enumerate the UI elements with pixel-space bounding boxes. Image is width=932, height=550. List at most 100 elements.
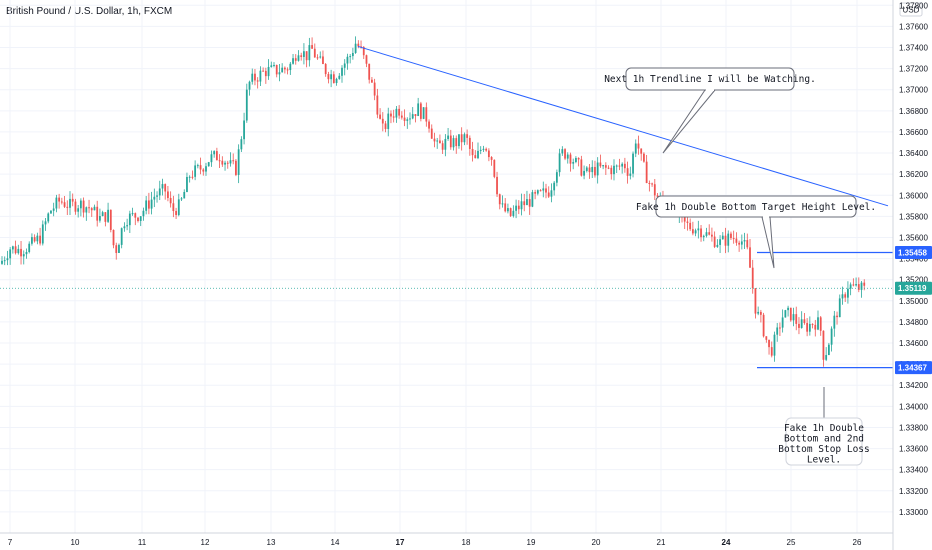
candle-body xyxy=(550,190,553,197)
candle-body xyxy=(50,210,52,214)
candle xyxy=(512,205,515,218)
candle xyxy=(25,248,28,259)
candle-body xyxy=(553,182,556,191)
candle-body xyxy=(63,202,66,207)
candle-body xyxy=(22,254,25,257)
candle-body xyxy=(686,221,689,223)
candle-body xyxy=(776,327,779,335)
candle xyxy=(436,137,439,149)
candle-body xyxy=(47,213,50,222)
candle xyxy=(428,119,430,133)
candle xyxy=(3,256,6,266)
candle-body xyxy=(694,230,697,234)
candle xyxy=(346,53,349,70)
candle xyxy=(743,232,746,249)
candle-body xyxy=(466,134,469,138)
candle xyxy=(705,227,708,238)
candle-body xyxy=(254,73,256,81)
stop-note-text: Fake 1h Double xyxy=(784,423,864,434)
candle xyxy=(550,183,553,203)
candle-body xyxy=(838,298,841,318)
candle-body xyxy=(69,198,71,208)
candle-body xyxy=(36,235,39,242)
candle-body xyxy=(596,162,599,176)
candle xyxy=(781,309,784,333)
candle xyxy=(313,43,316,58)
candle-body xyxy=(311,45,313,49)
candle xyxy=(648,180,651,192)
candle-body xyxy=(281,67,284,73)
candle xyxy=(545,183,547,199)
candle xyxy=(384,120,387,133)
candle xyxy=(479,146,482,155)
candle-body xyxy=(79,200,82,209)
candle xyxy=(319,51,322,59)
candle xyxy=(490,156,493,166)
candle-body xyxy=(542,188,545,191)
candle xyxy=(196,163,199,169)
candle-body xyxy=(221,160,224,165)
candle xyxy=(474,150,477,159)
candle xyxy=(847,281,849,304)
candle-body xyxy=(11,246,14,250)
candle-body xyxy=(449,135,452,148)
candle-body xyxy=(441,143,444,150)
candle xyxy=(50,210,52,214)
candle xyxy=(762,312,765,338)
candle xyxy=(819,316,822,336)
y-tick-label: 1.36800 xyxy=(899,107,928,116)
candle-body xyxy=(792,314,795,321)
candle xyxy=(82,197,85,218)
candle xyxy=(855,277,857,287)
candle-body xyxy=(207,162,210,167)
candle-body xyxy=(175,211,177,216)
candle-body xyxy=(392,116,395,118)
candle xyxy=(58,193,61,209)
candle xyxy=(9,246,12,265)
candle xyxy=(137,217,139,223)
candle-body xyxy=(229,160,232,164)
candle xyxy=(164,183,167,200)
candle xyxy=(330,69,333,88)
candle-body xyxy=(629,173,632,176)
candle xyxy=(749,239,751,268)
candle xyxy=(770,341,773,358)
candle-body xyxy=(474,155,477,159)
candle-body xyxy=(547,192,550,197)
candle xyxy=(740,234,743,250)
candle-body xyxy=(156,195,158,197)
candle xyxy=(147,192,150,215)
candle-body xyxy=(779,327,781,329)
stop-note-text: Bottom Stop Loss xyxy=(778,444,870,455)
candle xyxy=(311,37,313,49)
candle-body xyxy=(60,201,63,203)
candle-body xyxy=(199,165,202,170)
candle-body xyxy=(153,196,156,200)
y-tick-label: 1.33200 xyxy=(899,487,928,496)
candle xyxy=(381,112,384,132)
candle xyxy=(308,37,311,67)
candle-body xyxy=(490,157,493,160)
candle-body xyxy=(656,195,659,197)
candle xyxy=(757,306,760,316)
candle-body xyxy=(569,154,572,164)
candle-body xyxy=(651,183,653,185)
candle xyxy=(746,233,749,250)
candle-body xyxy=(147,200,150,209)
x-tick-label: 12 xyxy=(201,538,210,547)
candle-body xyxy=(74,201,77,212)
candle-body xyxy=(354,43,357,53)
target-note-box xyxy=(655,195,857,218)
x-tick-label: 18 xyxy=(462,538,471,547)
candle xyxy=(316,54,319,60)
candle-body xyxy=(267,66,270,77)
candle xyxy=(229,152,232,167)
candle-body xyxy=(496,176,498,195)
candle xyxy=(300,52,303,61)
candle xyxy=(368,63,371,84)
candle xyxy=(564,148,566,161)
candle xyxy=(281,63,284,73)
candle xyxy=(523,193,526,212)
candle xyxy=(22,250,25,265)
